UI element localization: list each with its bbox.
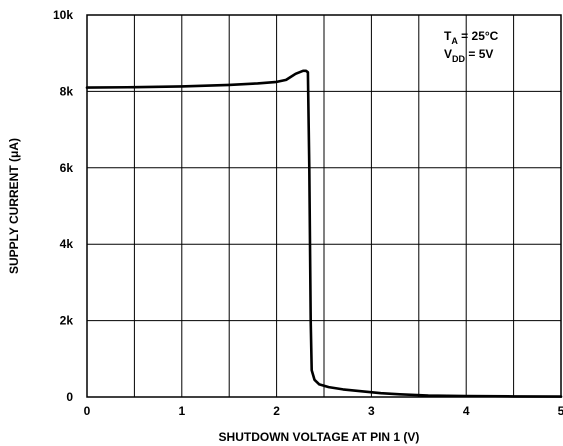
y-tick-label: 10k bbox=[53, 8, 73, 22]
y-tick-labels: 0 2k 4k 6k 8k 10k bbox=[53, 8, 73, 404]
x-tick-label: 1 bbox=[178, 404, 185, 418]
y-tick-label: 4k bbox=[60, 237, 74, 251]
plot-frame bbox=[86, 14, 562, 398]
y-tick-label: 8k bbox=[60, 84, 74, 98]
x-tick-label: 4 bbox=[463, 404, 470, 418]
x-tick-label: 5 bbox=[558, 404, 563, 418]
x-axis-label: SHUTDOWN VOLTAGE AT PIN 1 (V) bbox=[219, 430, 420, 444]
y-tick-label: 0 bbox=[66, 390, 73, 404]
annotation-temperature: TA = 25°C bbox=[444, 29, 499, 46]
x-tick-label: 2 bbox=[273, 404, 280, 418]
supply-current-curve bbox=[85, 69, 563, 398]
grid bbox=[86, 14, 562, 398]
x-tick-labels: 0 1 2 3 4 5 bbox=[84, 404, 563, 418]
x-tick-label: 3 bbox=[368, 404, 375, 418]
conditions-annotation: TA = 25°C VDD = 5V bbox=[444, 29, 499, 64]
y-tick-label: 2k bbox=[60, 314, 74, 328]
annotation-supply-voltage: VDD = 5V bbox=[444, 47, 493, 64]
x-tick-label: 0 bbox=[84, 404, 91, 418]
y-tick-label: 6k bbox=[60, 161, 74, 175]
series-layer bbox=[85, 69, 563, 398]
y-axis-label: SUPPLY CURRENT (μA) bbox=[7, 138, 21, 274]
